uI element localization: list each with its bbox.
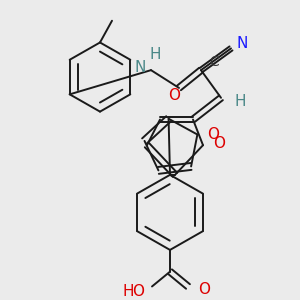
Text: N: N	[236, 36, 248, 51]
Text: O: O	[207, 127, 219, 142]
Text: H: H	[235, 94, 247, 109]
Text: H: H	[122, 284, 134, 299]
Text: O: O	[168, 88, 180, 103]
Text: N: N	[135, 60, 146, 75]
Text: O: O	[198, 282, 210, 297]
Text: H: H	[149, 47, 161, 62]
Text: O: O	[132, 284, 144, 299]
Text: O: O	[213, 136, 225, 151]
Text: C: C	[209, 55, 219, 69]
